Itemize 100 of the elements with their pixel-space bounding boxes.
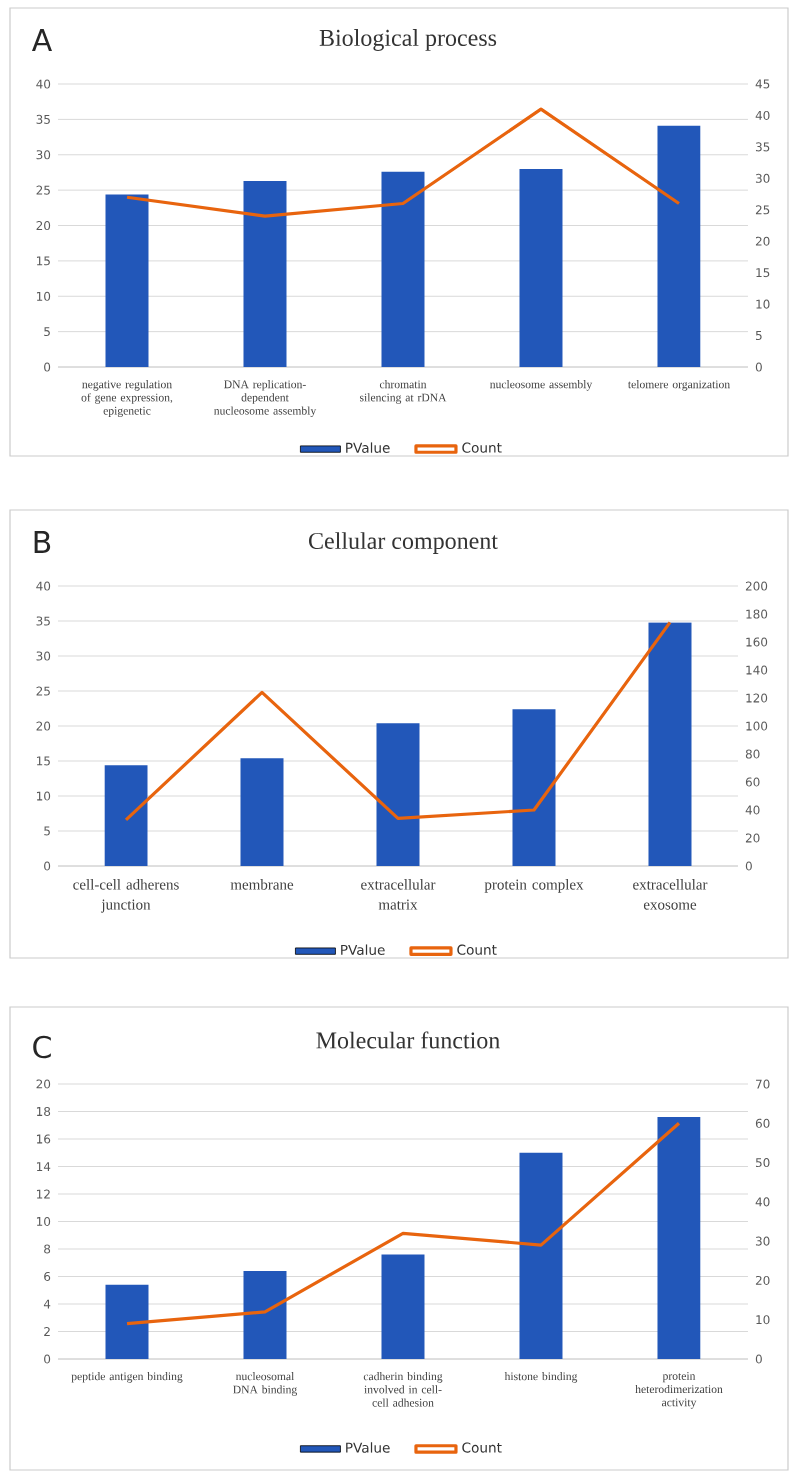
- y-tick-label: 20: [36, 1079, 51, 1089]
- y2-tick-label: 40: [755, 110, 770, 120]
- x-tick-label: nucleosomal DNA binding: [233, 1372, 297, 1396]
- x-tick-label: negative regulation of gene expression, epigenetic: [81, 380, 173, 418]
- y-tick-label: 0: [44, 1354, 51, 1364]
- text: B: [34, 531, 51, 553]
- legend-label: Count: [457, 944, 497, 955]
- x-tick-label: nucleosome assembly: [490, 380, 593, 391]
- y-tick-label: 0: [44, 861, 51, 871]
- y2-tick-label: 10: [756, 1315, 770, 1325]
- y2-tick-label: 40: [745, 805, 760, 815]
- y-tick-label: 0: [44, 362, 51, 372]
- x-tick-label: peptide antigen binding: [71, 1372, 183, 1383]
- y2-tick-label: 5: [755, 331, 762, 341]
- y2-tick-label: 30: [755, 173, 770, 183]
- bar: [381, 171, 425, 368]
- y2-tick-label: 120: [746, 693, 768, 703]
- y-tick-label: 40: [36, 581, 51, 591]
- y-tick-label: 30: [36, 651, 51, 661]
- y2-tick-label: 0: [755, 362, 762, 372]
- bar: [519, 1152, 563, 1359]
- x-tick-label: cell-cell adherens junction: [73, 879, 179, 913]
- bar: [105, 1284, 149, 1359]
- bar: [243, 180, 287, 368]
- x-tick-label: protein heterodimerization activity: [635, 1372, 723, 1409]
- line-series: [124, 620, 672, 822]
- y-tick-label: 10: [36, 1216, 51, 1227]
- x-tick-label: histone binding: [504, 1372, 578, 1383]
- chart-title: Cellular component: [309, 532, 498, 554]
- bar: [648, 622, 692, 867]
- y-tick-label: 10: [36, 791, 51, 801]
- bar: [512, 709, 556, 867]
- y2-tick-label: 180: [746, 609, 768, 619]
- legend-label: Count: [462, 442, 502, 453]
- bar: [376, 723, 420, 867]
- x-tick-label: extracellular exosome: [633, 879, 708, 910]
- y2-tick-label: 0: [755, 1354, 762, 1364]
- bar: [657, 1117, 701, 1359]
- y-tick-label: 20: [36, 721, 51, 731]
- y-tick-label: 16: [36, 1134, 51, 1144]
- y2-tick-label: 100: [746, 721, 768, 731]
- legend-label: PValue: [346, 1442, 390, 1453]
- y-tick-label: 8: [44, 1244, 51, 1254]
- chart-title: Molecular function: [316, 1031, 500, 1049]
- line-series: [125, 107, 681, 218]
- x-tick-label: cadherin binding involved in cell-cell adhesion: [363, 1372, 443, 1407]
- y2-tick-label: 20: [745, 833, 760, 843]
- y2-tick-label: 80: [745, 749, 760, 759]
- text: C: [33, 1035, 51, 1059]
- y-tick-label: 4: [43, 1299, 51, 1309]
- x-tick-label: DNA replication-dependent nucleosome assembly: [214, 380, 317, 418]
- legend-label: PValue: [346, 442, 390, 453]
- bar: [105, 194, 149, 368]
- y2-tick-label: 60: [755, 1118, 770, 1128]
- x-tick-label: extracellular matrix: [361, 879, 436, 910]
- chart-title: Biological process: [319, 29, 497, 51]
- y2-tick-label: 45: [755, 79, 770, 89]
- bar: [657, 125, 701, 368]
- x-tick-label: telomere organization: [628, 380, 730, 391]
- bar: [519, 168, 563, 368]
- y-tick-label: 15: [36, 256, 50, 266]
- y-tick-label: 14: [36, 1162, 51, 1171]
- y2-tick-label: 60: [745, 777, 760, 787]
- bar: [381, 1254, 425, 1359]
- text: A: [31, 29, 52, 51]
- bar: [104, 765, 148, 867]
- y2-tick-label: 15: [756, 268, 770, 278]
- y-tick-label: 15: [36, 756, 50, 766]
- y2-tick-label: 25: [755, 205, 770, 215]
- y2-tick-label: 10: [756, 299, 770, 309]
- y-tick-label: 35: [36, 114, 50, 124]
- y-tick-label: 6: [44, 1271, 51, 1282]
- y-tick-label: 12: [36, 1189, 50, 1199]
- y-tick-label: 30: [36, 150, 51, 160]
- y-tick-label: 18: [36, 1106, 51, 1117]
- bar: [243, 1271, 287, 1359]
- y2-tick-label: 50: [755, 1158, 770, 1168]
- y2-tick-label: 20: [755, 1275, 770, 1285]
- y-tick-label: 20: [36, 220, 51, 231]
- y2-tick-label: 20: [755, 236, 770, 246]
- y2-tick-label: 30: [755, 1236, 770, 1246]
- y2-tick-label: 40: [755, 1197, 770, 1207]
- legend-label: Count: [462, 1442, 502, 1453]
- y-tick-label: 35: [36, 616, 50, 626]
- x-tick-label: protein complex: [484, 879, 584, 893]
- y2-tick-label: 160: [746, 637, 768, 647]
- x-tick-label: membrane: [230, 879, 294, 890]
- bar: [240, 758, 284, 867]
- y-tick-label: 5: [44, 826, 50, 836]
- y2-tick-label: 200: [745, 581, 768, 591]
- y2-tick-label: 140: [746, 665, 768, 675]
- y-tick-label: 10: [36, 291, 51, 301]
- y-tick-label: 25: [36, 686, 50, 696]
- y-tick-label: 25: [36, 185, 50, 195]
- legend-label: PValue: [341, 944, 385, 955]
- y2-tick-label: 35: [755, 142, 770, 152]
- y2-tick-label: 0: [745, 861, 752, 871]
- y-tick-label: 5: [44, 327, 50, 337]
- line-series: [125, 1121, 681, 1326]
- x-tick-label: chromatin silencing at rDNA: [359, 380, 447, 404]
